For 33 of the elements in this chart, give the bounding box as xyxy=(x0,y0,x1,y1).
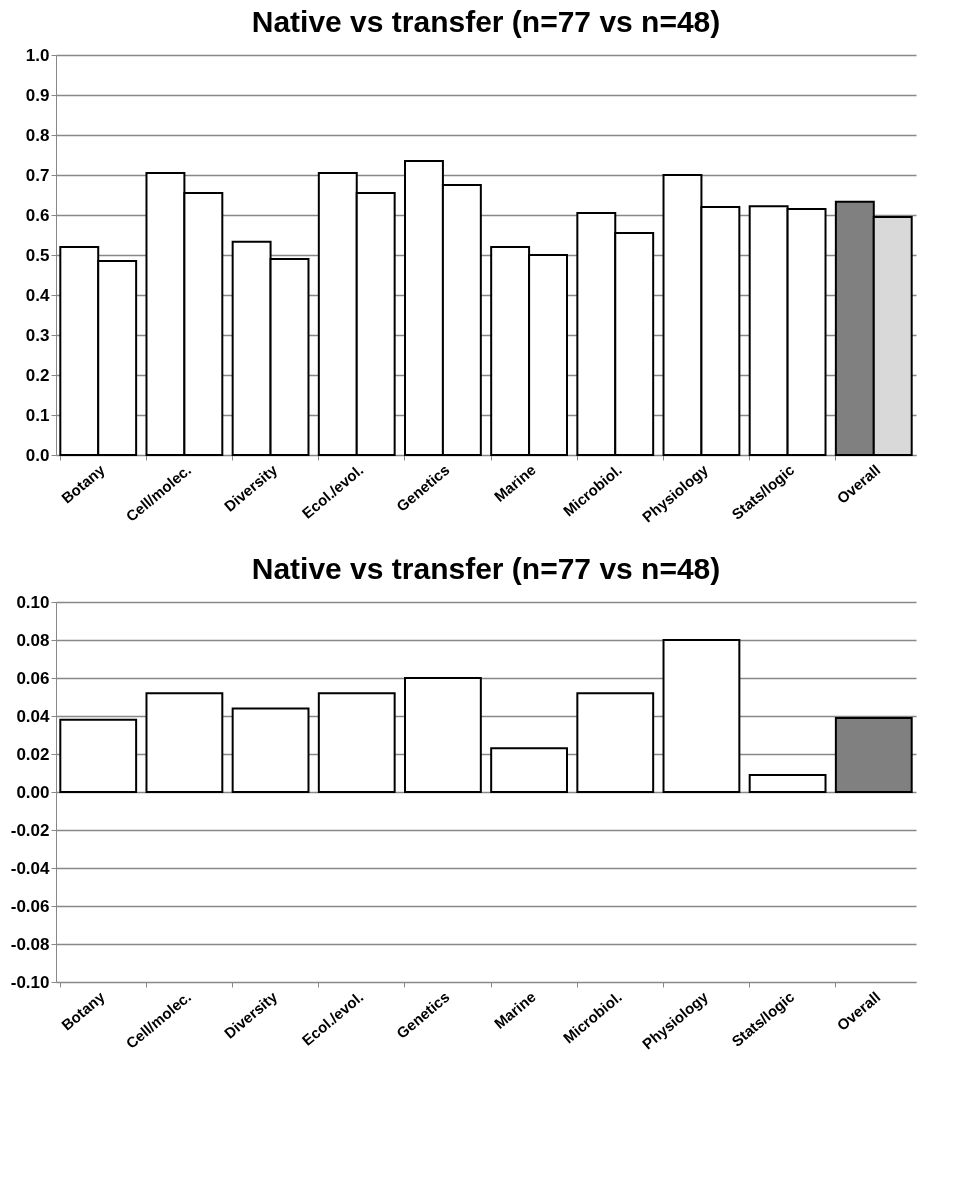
y-tick-label: 0.02 xyxy=(16,744,50,764)
y-tick-label: -0.06 xyxy=(10,896,50,916)
y-tick-label: -0.08 xyxy=(10,934,50,954)
bar xyxy=(576,692,655,793)
y-tick-label: 0.3 xyxy=(25,325,50,345)
bar xyxy=(404,677,482,793)
y-tick-label: 0.6 xyxy=(25,205,50,225)
y-tick-label: 0.0 xyxy=(25,445,50,465)
y-tick-label: -0.02 xyxy=(10,820,50,840)
y-tick-label: 0.7 xyxy=(25,165,50,185)
y-tick-label: 0.04 xyxy=(16,706,51,726)
chart-title: Native vs transfer (n=77 vs n=48) xyxy=(251,5,721,38)
y-tick-label: 0.06 xyxy=(16,668,50,688)
bar xyxy=(317,692,396,793)
bar xyxy=(231,707,310,793)
y-tick-label: 0.4 xyxy=(25,285,51,305)
y-tick-label: 0.2 xyxy=(25,365,50,385)
y-tick-label: 0.1 xyxy=(25,405,50,425)
y-tick-label: 0.08 xyxy=(16,630,50,650)
chart-title: Native vs transfer (n=77 vs n=48) xyxy=(251,552,721,585)
y-tick-label: 0.00 xyxy=(16,782,50,802)
bar xyxy=(59,718,138,793)
bar xyxy=(145,692,224,793)
bar xyxy=(662,639,741,793)
y-tick-label: 0.8 xyxy=(25,125,50,145)
y-tick-label: -0.04 xyxy=(10,858,51,878)
bar xyxy=(490,747,568,793)
y-tick-label: 1.0 xyxy=(25,45,50,65)
y-tick-label: 0.5 xyxy=(25,245,50,265)
y-tick-label: 0.10 xyxy=(16,592,50,612)
y-tick-label: -0.10 xyxy=(10,972,50,992)
bar xyxy=(748,773,827,793)
y-tick-label: 0.9 xyxy=(25,85,50,105)
